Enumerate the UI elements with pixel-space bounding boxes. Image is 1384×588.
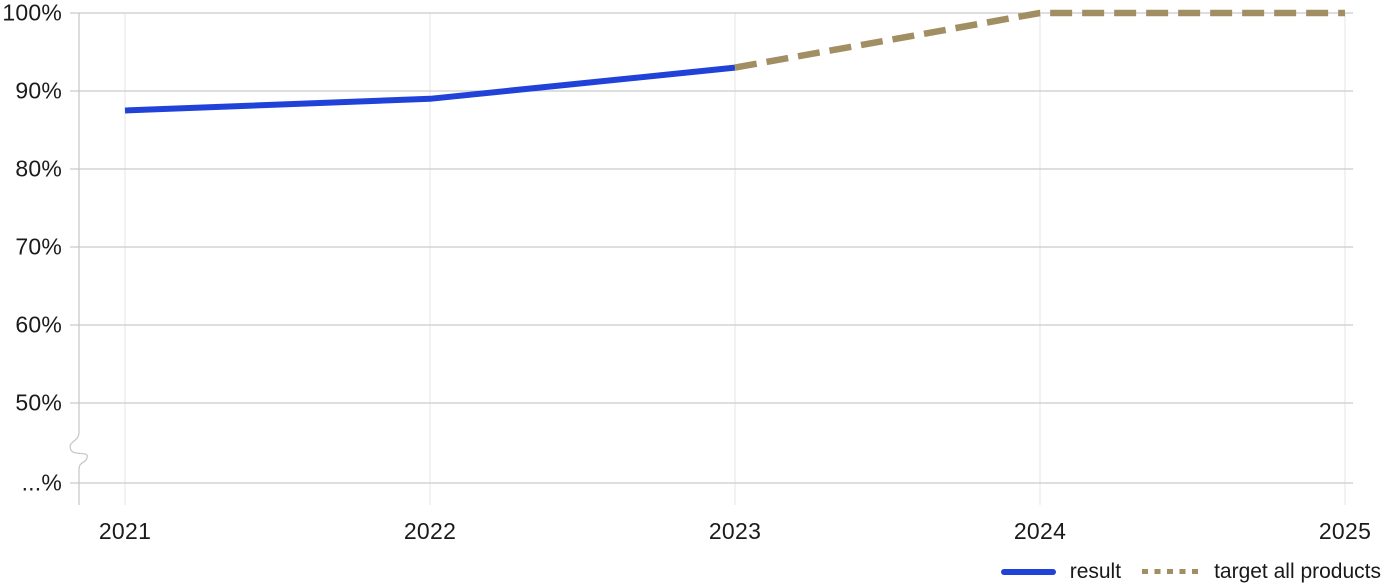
x-tick-2024: 2024 xyxy=(1013,518,1067,544)
y-tick-50: 50% xyxy=(15,389,62,416)
legend-result-swatch xyxy=(1000,568,1056,575)
axis-break-squiggle xyxy=(69,431,88,471)
y-tick-70: 70% xyxy=(15,233,62,260)
legend: result target all products xyxy=(1000,560,1381,583)
x-tick-2021: 2021 xyxy=(98,518,152,544)
y-tick-60: 60% xyxy=(15,311,62,338)
result-line xyxy=(124,64,736,114)
legend-result-label: result xyxy=(1069,560,1122,583)
target-line xyxy=(734,9,1345,71)
y-tick-break: ...% xyxy=(21,469,62,496)
y-tick-100: 100% xyxy=(2,0,62,26)
legend-target-label: target all products xyxy=(1214,560,1381,583)
x-tick-2023: 2023 xyxy=(708,518,762,544)
x-tick-2022: 2022 xyxy=(403,518,457,544)
x-tick-2025: 2025 xyxy=(1318,518,1372,544)
legend-target-swatch xyxy=(1142,569,1201,574)
y-tick-80: 80% xyxy=(15,155,62,182)
y-tick-90: 90% xyxy=(15,77,62,104)
